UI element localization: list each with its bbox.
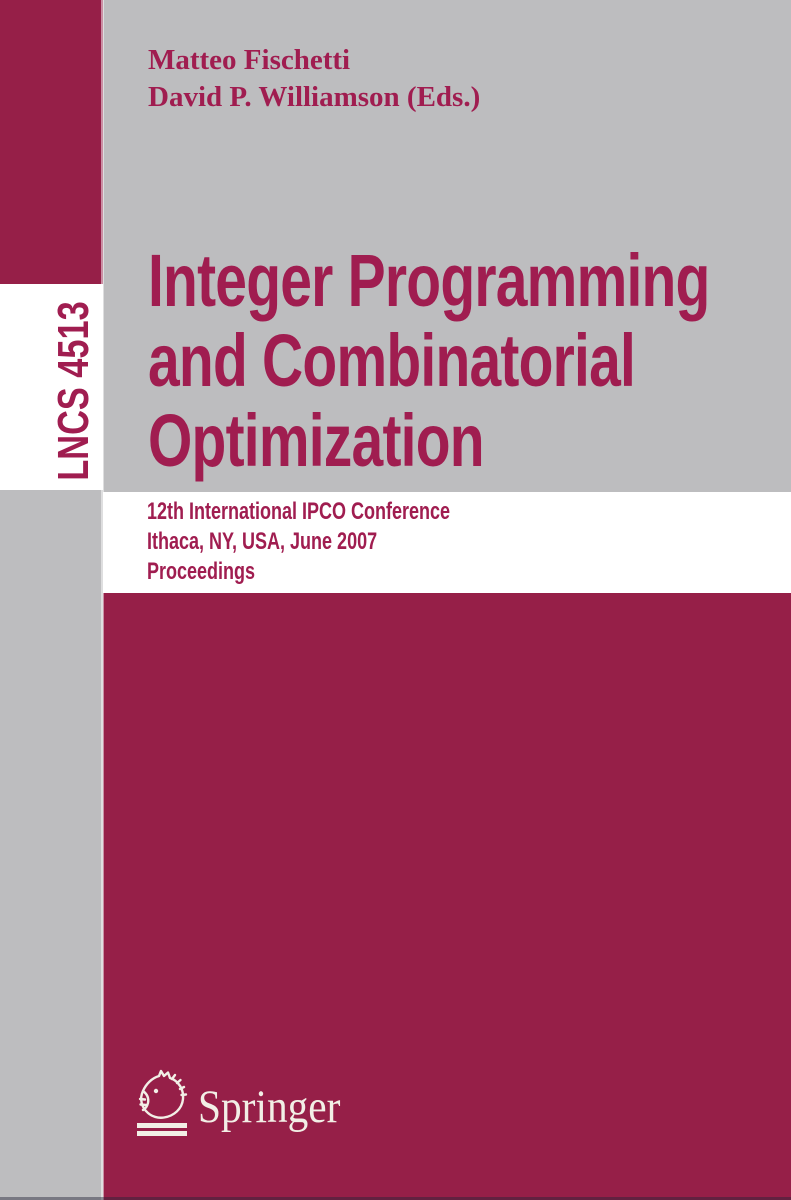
subtitle-line: 12th International IPCO Conference: [147, 498, 451, 525]
spine-series-band: [0, 284, 103, 490]
bottom-edge-shadow: [0, 1197, 791, 1200]
title-line: Optimization: [148, 399, 485, 482]
springer-wordmark: Springer: [198, 1081, 341, 1133]
subtitle-line: Proceedings: [147, 558, 256, 585]
editors-line: David P. Williamson (Eds.): [148, 81, 481, 113]
title-line: and Combinatorial: [148, 319, 636, 402]
editors-block: Matteo Fischetti David P. Williamson (Ed…: [148, 42, 480, 116]
cover-bottom-block: [103, 593, 791, 1200]
editors-line: Matteo Fischetti: [148, 44, 351, 76]
title-line: Integer Programming: [148, 239, 710, 322]
subtitle-block: 12th International IPCO Conference Ithac…: [147, 497, 450, 587]
springer-horse-icon: [137, 1069, 188, 1136]
top-left-accent-block: [0, 0, 103, 284]
spine-divider-line: [101, 0, 104, 1200]
springer-logo: Springer: [136, 1068, 360, 1136]
book-title: Integer Programming and Combinatorial Op…: [148, 241, 710, 481]
subtitle-line: Ithaca, NY, USA, June 2007: [147, 528, 378, 555]
subtitle-band: [103, 492, 791, 593]
spine-series-label: LNCS 4513: [49, 301, 98, 481]
